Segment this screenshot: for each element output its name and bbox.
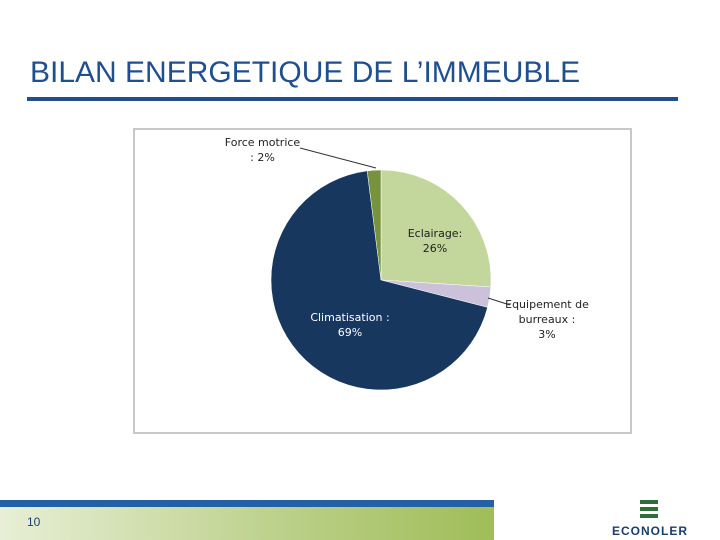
- logo-text: ECONOLER: [612, 524, 689, 538]
- slice-name: Eclairage:: [407, 227, 463, 240]
- data-label: Eclairage: 26%: [395, 226, 475, 256]
- pie-slice: [366, 169, 382, 281]
- leader-line: [487, 297, 511, 306]
- slice-value: : 2%: [250, 151, 275, 164]
- slice-name: Equipement de burreaux :: [505, 298, 589, 326]
- page-number: 10: [27, 515, 41, 529]
- slice-value: 26%: [422, 242, 448, 255]
- data-label: Force motrice : 2%: [205, 135, 320, 165]
- footer-bar: [0, 500, 494, 507]
- slice-value: 69%: [337, 326, 363, 339]
- data-label: Climatisation : 69%: [290, 310, 410, 340]
- logo-icon: [640, 500, 658, 520]
- chart-frame: [133, 128, 632, 434]
- slice-name: Force motrice: [224, 136, 301, 149]
- footer-band: [0, 507, 494, 540]
- title-rule: [27, 97, 678, 101]
- slide-title: BILAN ENERGETIQUE DE L’IMMEUBLE: [30, 56, 581, 89]
- data-label: Equipement de burreaux : 3%: [497, 297, 597, 342]
- pie-slice: [270, 170, 488, 391]
- slice-value: 3%: [538, 328, 556, 341]
- pie-slice: [380, 169, 492, 288]
- leader-line: [299, 147, 377, 169]
- slice-name: Climatisation :: [310, 311, 390, 324]
